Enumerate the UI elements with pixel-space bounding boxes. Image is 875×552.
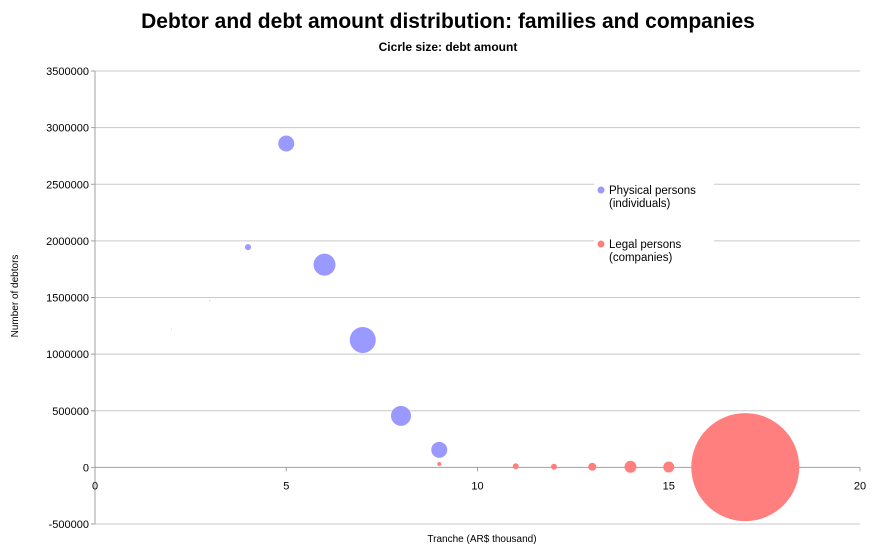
y-tick-label: 1000000 <box>46 349 89 361</box>
y-tick-label: 2500000 <box>46 179 89 191</box>
bubble-legal-5 <box>663 461 675 473</box>
x-tick-label: 5 <box>283 480 289 492</box>
legend-marker <box>597 186 605 194</box>
bubble-physical-3 <box>278 135 295 152</box>
legend-label: Physical persons <box>609 185 696 197</box>
y-tick-label: 1500000 <box>46 293 89 305</box>
bubble-legal-6 <box>691 413 800 522</box>
legend-label: (individuals) <box>609 198 671 210</box>
bubble-physical-0 <box>171 328 172 330</box>
y-tick-label: 3000000 <box>46 123 89 135</box>
bubble-physical-5 <box>349 326 376 353</box>
chart-subtitle: Cicrle size: debt amount <box>379 40 518 54</box>
bubble-physical-4 <box>313 253 336 276</box>
bubble-legal-2 <box>551 463 557 470</box>
y-tick-label: 2000000 <box>46 236 89 248</box>
x-tick-label: 20 <box>854 480 866 492</box>
grid <box>95 70 860 525</box>
y-tick-label: 0 <box>83 462 89 474</box>
legend-marker <box>597 240 605 248</box>
bubble-physical-2 <box>245 244 251 251</box>
bubble-physical-7 <box>431 441 448 458</box>
legend: Physical persons(individuals) Legal perso… <box>594 177 714 273</box>
bubble-physical-6 <box>391 405 411 426</box>
legend-label: (companies) <box>609 252 672 264</box>
x-tick-label: 10 <box>471 480 483 492</box>
bubble-legal-3 <box>588 462 597 471</box>
y-tick-label: 3500000 <box>46 66 89 78</box>
chart-title: Debtor and debt amount distribution: fam… <box>141 10 755 33</box>
y-axis-title: Number of debtors <box>10 255 21 338</box>
legend-background <box>594 231 714 273</box>
x-tick-label: 15 <box>663 480 675 492</box>
bubble-legal-1 <box>512 463 519 470</box>
bubble-legal-0 <box>437 461 442 466</box>
bubble-physical-1 <box>209 300 211 302</box>
x-axis-title: Tranche (AR$ thousand) <box>427 534 536 545</box>
legend-background <box>594 177 714 219</box>
bubble-legal-4 <box>624 460 637 473</box>
y-tick-label: 500000 <box>52 406 89 418</box>
legend-label: Legal persons <box>609 239 681 251</box>
data-points <box>171 135 800 522</box>
x-tick-labels: 0 5 10 15 20 <box>92 480 866 492</box>
y-tick-labels: -500000 0 500000 1000000 1500000 2000000 25000… <box>46 66 89 531</box>
y-tick-label: -500000 <box>49 519 89 531</box>
x-tick-label: 0 <box>92 480 98 492</box>
